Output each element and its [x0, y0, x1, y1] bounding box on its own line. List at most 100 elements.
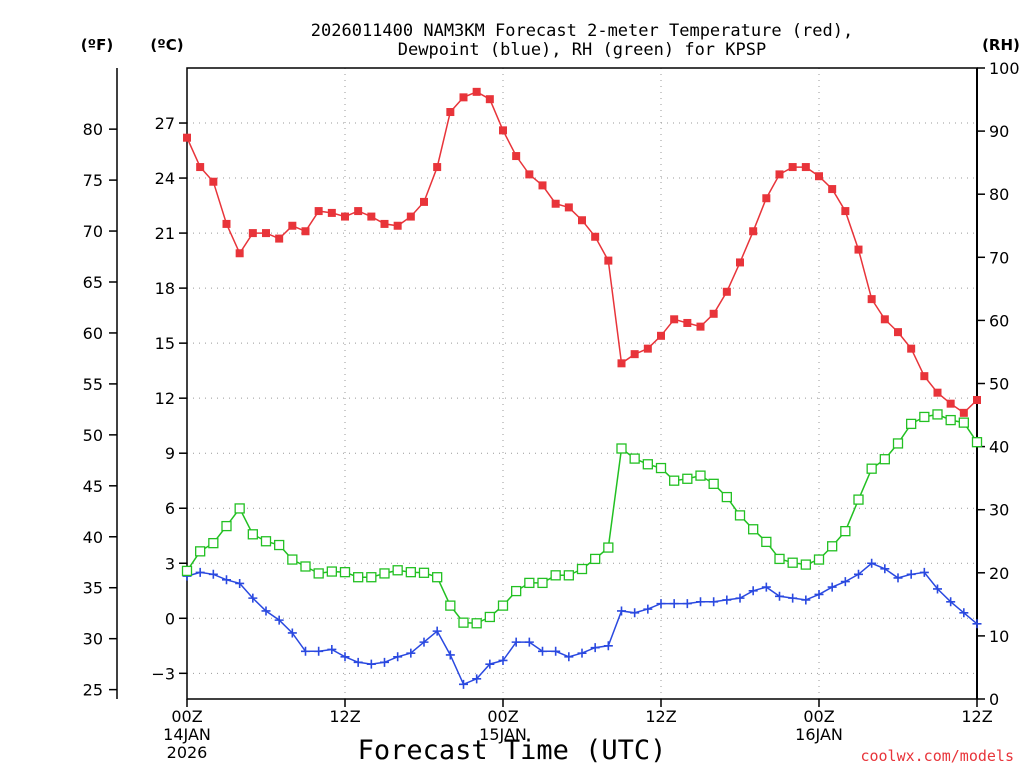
temperature-point — [722, 287, 731, 296]
dewpoint-point — [248, 593, 258, 603]
fahrenheit-tick-label: 50 — [83, 426, 103, 445]
rh-point — [247, 529, 258, 540]
rh-point — [853, 494, 864, 505]
rh-point — [366, 572, 377, 583]
temperature-point — [380, 219, 389, 228]
x-tick-label: 12Z — [329, 707, 360, 726]
rh-point — [774, 553, 785, 565]
x-tick-label: 00Z — [803, 707, 834, 726]
temperature-point — [920, 372, 929, 381]
temperature-point — [828, 185, 837, 194]
dewpoint-point — [366, 659, 376, 669]
celsius-tick-label: 12 — [155, 389, 175, 408]
rh-point — [181, 565, 193, 577]
dewpoint-point — [775, 591, 784, 601]
dewpoint-point — [748, 586, 758, 596]
rh-point — [906, 418, 917, 430]
temperature-point — [406, 212, 415, 221]
rh-point — [537, 577, 548, 589]
rh-tick-label: 0 — [989, 690, 999, 709]
rh-point — [379, 568, 390, 579]
rh-tick-label: 30 — [989, 501, 1009, 520]
rh-point — [682, 473, 693, 484]
dewpoint-point — [735, 593, 745, 603]
dewpoint-point — [761, 582, 771, 592]
celsius-tick-label: −3 — [151, 664, 175, 683]
temperature-point — [262, 229, 270, 238]
temperature-point — [933, 388, 942, 397]
celsius-tick-label: 9 — [165, 444, 175, 463]
temperature-point — [604, 256, 613, 265]
temperature-point — [854, 245, 863, 254]
temperature-point — [867, 295, 876, 304]
dewpoint-point — [577, 648, 587, 658]
grid-lines — [186, 68, 978, 699]
temperature-point — [749, 227, 758, 236]
dewpoint-point — [867, 558, 877, 568]
temperature-point — [959, 408, 968, 417]
temperature-point — [512, 152, 521, 161]
dewpoint-point — [511, 637, 521, 647]
temperature-point — [775, 170, 784, 179]
rh-unit-label: (RH) — [982, 36, 1020, 54]
celsius-tick-label: 6 — [165, 499, 175, 518]
dewpoint-point — [485, 659, 495, 669]
celsius-tick-label: 27 — [155, 114, 175, 133]
dewpoint-point — [682, 599, 692, 609]
dewpoint-point — [709, 597, 719, 607]
temperature-point — [472, 87, 481, 96]
temperature-point — [946, 399, 955, 408]
rh-point — [445, 600, 456, 611]
dewpoint-point — [972, 619, 982, 629]
temperature-point — [801, 163, 810, 172]
rh-point — [603, 542, 614, 553]
rh-tick-label: 10 — [989, 627, 1009, 646]
rh-tick-label: 100 — [989, 59, 1020, 78]
dewpoint-point — [274, 615, 284, 625]
rh-point — [432, 572, 443, 583]
rh-point — [655, 462, 667, 474]
dewpoint-point — [195, 567, 205, 577]
temperature-point — [762, 194, 771, 203]
rh-point — [590, 553, 601, 565]
rh-point — [721, 491, 732, 503]
rh-point — [695, 470, 706, 481]
dewpoint-point — [261, 606, 271, 616]
temperature-point — [630, 350, 639, 359]
credit-text: coolwx.com/models — [860, 747, 1014, 765]
rh-point — [576, 563, 588, 575]
rh-point — [339, 567, 351, 578]
rh-point — [392, 565, 403, 576]
dewpoint-point — [445, 650, 455, 660]
rh-point — [326, 566, 337, 577]
temperature-point — [327, 208, 336, 217]
rh-point — [221, 520, 232, 532]
axis-ticks: −3 0 3 6 9 12 15 18 21 24 27 25 30 35 40 45 50 55 60 65 70 75… — [83, 59, 1020, 762]
dewpoint-point — [854, 569, 863, 579]
temperature-point — [617, 359, 626, 368]
celsius-tick-label: 24 — [155, 169, 175, 188]
dewpoint-point — [603, 641, 613, 651]
rh-tick-label: 40 — [989, 438, 1009, 457]
data-series — [181, 87, 983, 689]
temperature-point — [248, 229, 257, 238]
x-axis-title: Forecast Time (UTC) — [358, 735, 667, 766]
dewpoint-point — [827, 582, 837, 592]
rh-point — [932, 409, 943, 420]
rh-point — [892, 438, 904, 449]
temperature-point — [657, 331, 665, 340]
rh-point — [866, 463, 877, 474]
temperature-point — [367, 212, 376, 221]
dewpoint-point — [538, 646, 547, 656]
x-tick-label: 00Z — [487, 707, 518, 726]
temperature-point — [788, 163, 797, 172]
temperature-point — [485, 95, 494, 104]
rh-point — [260, 536, 272, 547]
rh-point — [405, 567, 416, 578]
temperature-point — [222, 219, 231, 228]
dewpoint-point — [590, 643, 600, 653]
rh-point — [708, 478, 719, 489]
rh-point — [550, 570, 561, 581]
plot-frame — [186, 67, 978, 700]
